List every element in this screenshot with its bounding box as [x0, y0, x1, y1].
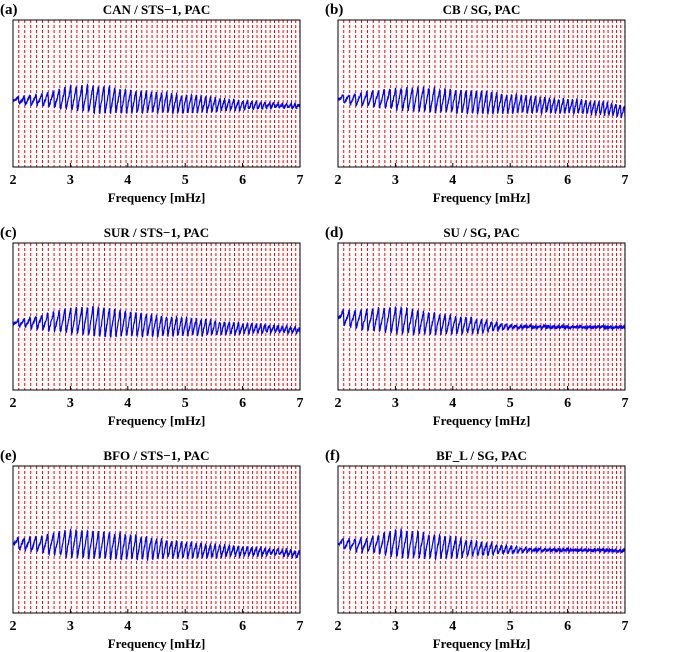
spectrum-line — [337, 527, 626, 562]
x-tick-label: 4 — [449, 173, 456, 188]
plot-frame — [337, 465, 626, 614]
subplot-title: SU / SG, PAC — [443, 225, 519, 240]
subplot-a: (a) CAN / STS−1, PAC 2 3 4 5 6 7 Frequency [mHz] — [0, 2, 304, 205]
x-tick-label: 6 — [239, 619, 246, 634]
x-tick-label: 4 — [449, 396, 456, 411]
x-tick-label: 3 — [392, 173, 399, 188]
x-tick-label: 7 — [297, 619, 304, 634]
spectrum-line — [337, 305, 626, 337]
x-axis-label: Frequency [mHz] — [433, 190, 531, 205]
subplot-title: SUR / STS−1, PAC — [104, 225, 209, 240]
subplot-e: (e) BFO / STS−1, PAC 2 3 4 5 6 7 Frequency [mHz] — [0, 448, 304, 651]
subplot-f: (f) BF_L / SG, PAC 2 3 4 5 6 7 Frequency [mHz] — [325, 448, 629, 651]
subplot-title: BFO / STS−1, PAC — [103, 448, 209, 463]
subplot-title: CAN / STS−1, PAC — [103, 2, 211, 17]
x-tick-label: 7 — [297, 396, 304, 411]
x-tick-label: 4 — [124, 619, 131, 634]
x-tick-label: 6 — [564, 619, 571, 634]
spectrum-line — [337, 85, 626, 119]
x-tick-label: 3 — [67, 396, 74, 411]
subplot-title: CB / SG, PAC — [443, 2, 521, 17]
x-tick-label: 5 — [507, 396, 514, 411]
panel-label: (a) — [0, 2, 18, 18]
plot-frame — [337, 242, 626, 391]
x-tick-label: 2 — [10, 619, 17, 634]
subplot-d: (d) SU / SG, PAC 2 3 4 5 6 7 Frequency [mHz] — [325, 225, 629, 428]
x-tick-label: 6 — [564, 396, 571, 411]
panel-label: (c) — [0, 225, 17, 241]
x-axis-label: Frequency [mHz] — [108, 413, 206, 428]
x-tick-label: 3 — [67, 173, 74, 188]
x-tick-label: 5 — [507, 173, 514, 188]
x-tick-label: 5 — [182, 173, 189, 188]
x-tick-label: 2 — [335, 396, 342, 411]
x-tick-label: 3 — [392, 396, 399, 411]
x-tick-label: 3 — [67, 619, 74, 634]
x-tick-label: 4 — [124, 396, 131, 411]
x-tick-label: 5 — [507, 619, 514, 634]
panel-label: (f) — [325, 448, 340, 464]
x-axis-label: Frequency [mHz] — [108, 636, 206, 651]
plot-frame — [12, 242, 301, 391]
x-axis-label: Frequency [mHz] — [108, 190, 206, 205]
x-tick-label: 6 — [239, 396, 246, 411]
x-tick-label: 7 — [622, 173, 629, 188]
plot-frame — [12, 19, 301, 168]
x-tick-label: 7 — [622, 619, 629, 634]
x-tick-label: 3 — [392, 619, 399, 634]
x-tick-label: 7 — [622, 396, 629, 411]
panel-label: (d) — [325, 225, 343, 241]
plot-frame — [12, 465, 301, 614]
subplot-b: (b) CB / SG, PAC 2 3 4 5 6 7 Frequency [mHz] — [325, 2, 629, 205]
x-axis-label: Frequency [mHz] — [433, 413, 531, 428]
x-tick-label: 2 — [335, 619, 342, 634]
x-tick-label: 4 — [449, 619, 456, 634]
spectrum-line — [12, 83, 301, 116]
x-tick-label: 6 — [239, 173, 246, 188]
x-tick-label: 4 — [124, 173, 131, 188]
x-tick-label: 7 — [297, 173, 304, 188]
x-tick-label: 2 — [10, 173, 17, 188]
subplot-c: (c) SUR / STS−1, PAC 2 3 4 5 6 7 Frequency [mHz] — [0, 225, 304, 428]
plot-frame — [337, 19, 626, 168]
x-tick-label: 6 — [564, 173, 571, 188]
x-axis-label: Frequency [mHz] — [433, 636, 531, 651]
x-tick-label: 2 — [335, 173, 342, 188]
subplot-title: BF_L / SG, PAC — [436, 448, 527, 463]
panel-label: (b) — [325, 2, 343, 18]
x-tick-label: 5 — [182, 619, 189, 634]
x-tick-label: 2 — [10, 396, 17, 411]
x-tick-label: 5 — [182, 396, 189, 411]
spectrum-line — [12, 528, 301, 562]
panel-label: (e) — [0, 448, 17, 464]
spectrum-line — [12, 305, 301, 339]
